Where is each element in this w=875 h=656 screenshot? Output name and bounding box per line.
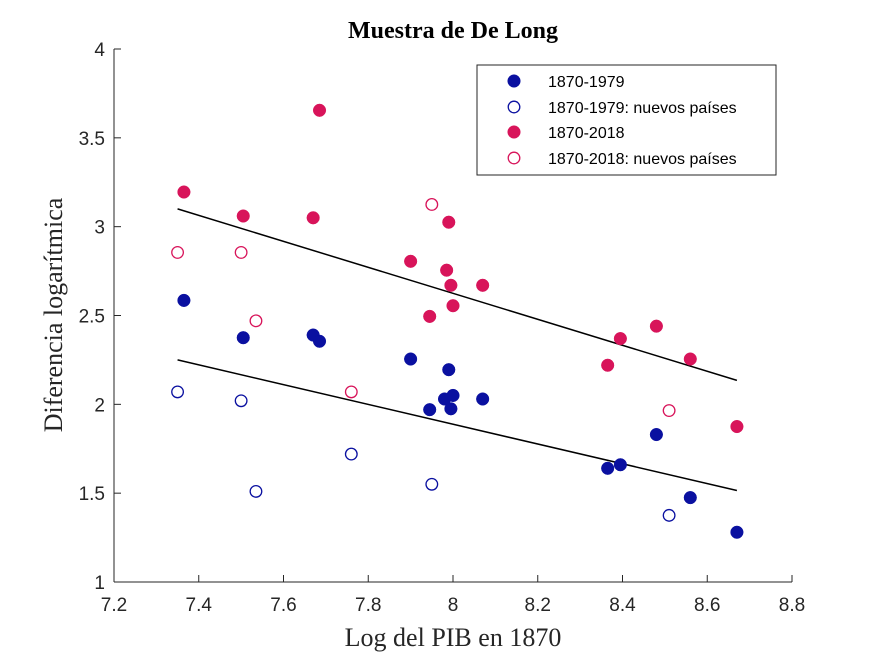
- point-s3-10: [446, 299, 460, 313]
- fit-line-2: [177, 208, 738, 382]
- point-s3-2: [236, 209, 250, 223]
- point-s1-16: [730, 525, 744, 539]
- chart-title: Muestra de De Long: [348, 18, 558, 44]
- point-s2-5: [425, 477, 439, 491]
- y-tick-label: 2: [94, 395, 105, 416]
- x-tick-label: 7.4: [186, 595, 213, 616]
- point-s3-9: [444, 278, 458, 292]
- x-axis-ticks: 7.2 7.4 7.6 7.8 8 8.2 8.4 8.6 8.8: [101, 575, 805, 616]
- fit-lines: [177, 208, 738, 492]
- x-tick-label: 8.2: [525, 595, 551, 616]
- legend-marker-2: [507, 100, 521, 114]
- point-s3-4: [312, 103, 327, 117]
- point-s3-13: [613, 332, 627, 346]
- legend-label-2: 1870-1979: nuevos países: [548, 100, 737, 117]
- point-s3-7: [440, 263, 454, 277]
- point-s3-1: [177, 185, 191, 199]
- x-tick-label: 8.8: [779, 595, 805, 616]
- legend-marker-1: [507, 74, 521, 88]
- point-s4-2: [234, 245, 248, 259]
- point-s1-11: [476, 392, 490, 406]
- legend: 1870-1979 1870-1979: nuevos países 1870-20…: [476, 64, 777, 176]
- point-s2-6: [662, 508, 676, 522]
- point-s3-12: [601, 358, 615, 372]
- x-tick-label: 7.2: [101, 595, 127, 616]
- y-axis-label: Diferencia logarítmica: [39, 197, 68, 432]
- y-tick-label: 3: [94, 218, 105, 239]
- point-s2-1: [171, 385, 185, 399]
- point-s4-5: [425, 198, 439, 211]
- point-s3-15: [683, 352, 697, 366]
- point-s1-12: [601, 461, 615, 475]
- point-s1-5: [404, 352, 418, 366]
- legend-label-1: 1870-1979: [548, 74, 625, 91]
- y-tick-label: 1.5: [79, 484, 105, 505]
- x-tick-label: 8.4: [609, 595, 636, 616]
- x-tick-label: 7.6: [270, 595, 296, 616]
- legend-label-4: 1870-2018: nuevos países: [548, 151, 737, 168]
- y-tick-label: 2.5: [79, 307, 105, 328]
- point-s1-13: [613, 458, 627, 472]
- point-s3-14: [649, 319, 663, 333]
- point-s1-9: [444, 402, 458, 416]
- point-s1-10: [446, 388, 460, 403]
- legend-label-3: 1870-2018: [548, 125, 625, 142]
- point-s3-6: [423, 309, 437, 323]
- y-tick-label: 4: [94, 40, 105, 61]
- fit-line-1: [177, 359, 738, 492]
- point-s3-3: [306, 211, 320, 225]
- x-axis-label: Log del PIB en 1870: [345, 623, 562, 652]
- point-s1-15: [683, 491, 697, 505]
- y-tick-label: 1: [94, 573, 105, 594]
- point-s4-3: [249, 314, 263, 328]
- y-axis-ticks: 1 1.5 2 2.5 3 3.5 4: [79, 40, 121, 594]
- x-tick-label: 8: [448, 595, 459, 616]
- point-s4-1: [171, 245, 185, 259]
- data-points: [171, 103, 744, 539]
- point-s2-3: [249, 484, 263, 498]
- point-s4-4: [344, 385, 358, 399]
- point-s3-11: [476, 278, 490, 292]
- point-s3-16: [730, 419, 744, 434]
- point-s1-4: [312, 334, 327, 348]
- x-tick-label: 8.6: [694, 595, 720, 616]
- point-s1-8: [442, 363, 456, 377]
- x-tick-label: 7.8: [355, 595, 381, 616]
- point-s4-6: [662, 404, 676, 418]
- point-s2-4: [344, 447, 358, 461]
- legend-marker-4: [507, 151, 521, 165]
- point-s3-8: [442, 215, 456, 229]
- legend-box: [476, 64, 777, 176]
- y-tick-label: 3.5: [79, 129, 105, 150]
- point-s3-5: [404, 254, 418, 268]
- point-s1-1: [177, 293, 191, 307]
- point-s1-6: [423, 403, 437, 417]
- point-s1-14: [649, 427, 663, 442]
- legend-marker-3: [507, 125, 521, 139]
- point-s2-2: [234, 394, 248, 408]
- point-s1-2: [236, 331, 250, 345]
